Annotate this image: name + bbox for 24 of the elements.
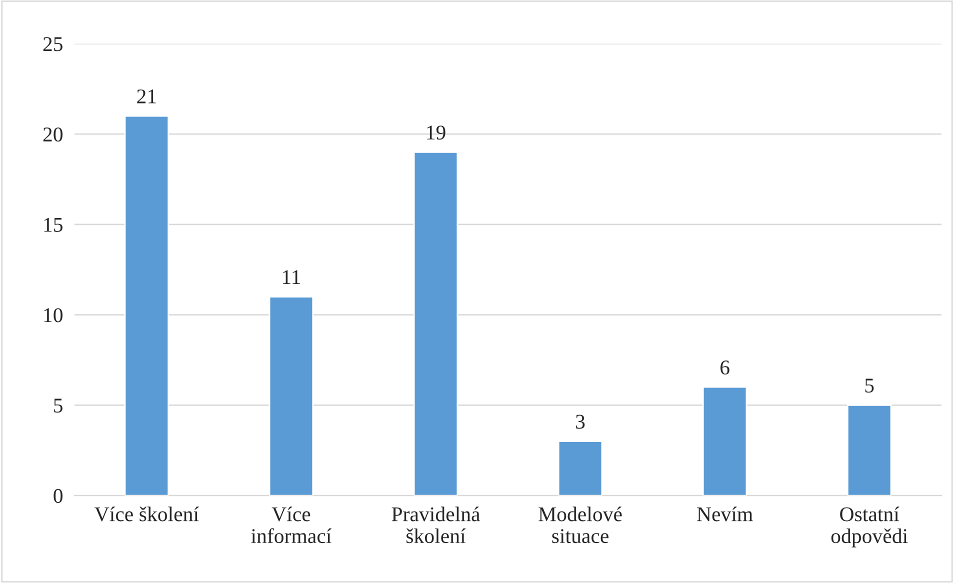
x-tick-label: Nevím [697, 506, 753, 522]
data-label: 5 [865, 378, 874, 393]
data-label: 3 [576, 414, 585, 429]
data-label: 19 [427, 126, 446, 140]
bar [702, 386, 748, 496]
y-tick-label: 15 [44, 218, 62, 232]
x-tick-label: Více školení [94, 506, 199, 522]
bar [558, 440, 603, 496]
y-tick-label: 10 [44, 308, 63, 322]
bar [268, 296, 314, 496]
x-tick-label: Pravidelná školení [392, 506, 480, 544]
x-tick-label: Více informací [251, 506, 332, 544]
bar [124, 115, 170, 496]
data-label: 11 [283, 270, 300, 284]
y-tick-label: 25 [43, 37, 62, 52]
x-tick-label: Modelové situace [538, 506, 622, 544]
data-label: 6 [720, 360, 730, 375]
y-tick-label: 0 [54, 488, 63, 503]
bar [846, 404, 892, 496]
x-tick-label: Ostatní odpovědi [831, 506, 908, 548]
y-tick-label: 20 [43, 127, 63, 142]
y-tick-label: 5 [54, 398, 62, 413]
bar [413, 151, 458, 496]
data-label: 21 [137, 89, 156, 104]
